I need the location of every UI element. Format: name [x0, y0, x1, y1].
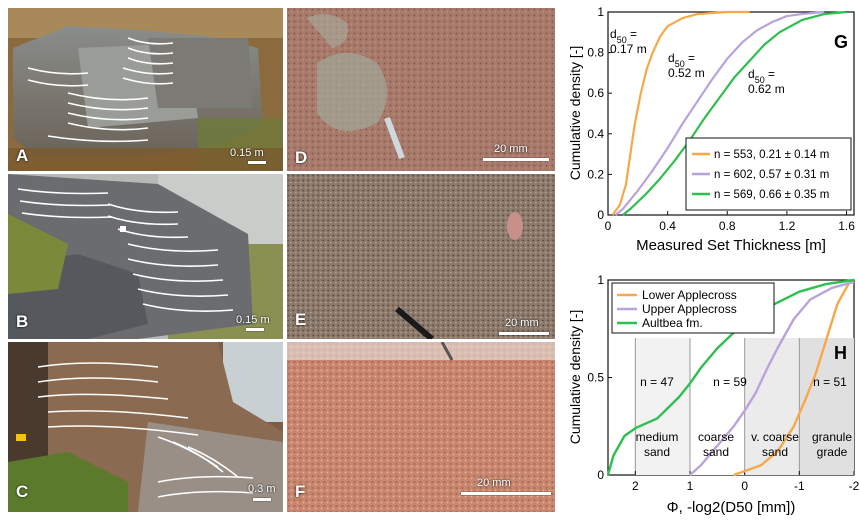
- chart-g-y-tick-label: 0: [597, 208, 604, 222]
- chart-g-series-line-2: [614, 10, 825, 216]
- scale-bar-b: [246, 328, 264, 331]
- scale-label-b: 0.15 m: [236, 314, 270, 326]
- chart-g-panel-label: G: [834, 32, 848, 52]
- scale-label-d: 20 mm: [494, 143, 528, 155]
- zone-vcoarse-line1: v. coarse: [751, 430, 799, 444]
- photo-panel-c: C 0.3 m: [8, 342, 283, 512]
- chart-g-y-tick-label: 0.2: [587, 167, 604, 181]
- zone-coarse-line1: coarse: [698, 430, 734, 444]
- chart-g-x-tick-label: 0: [605, 219, 612, 233]
- annotation-3-subscript: 50: [755, 75, 765, 85]
- scale-label-c: 0.3 m: [248, 483, 276, 495]
- chart-h-x-tick-label: 2: [632, 479, 639, 493]
- chart-h-series-line-3: [606, 278, 855, 476]
- chart-g-x-tick-label: 0.4: [659, 219, 676, 233]
- annotation-1-value: 0.17 m: [610, 42, 647, 56]
- chart-g-y-tick-label: 0.8: [587, 46, 604, 60]
- legend-h-entry-1: Lower Applecross: [642, 288, 737, 302]
- chart-g-series-line-3: [622, 10, 847, 216]
- zone-medium-line1: medium: [636, 430, 679, 444]
- chart-h-x-tick-label: -1: [794, 479, 805, 493]
- photo-panel-a: A 0.15 m: [8, 8, 283, 171]
- scale-bar-a: [248, 161, 266, 164]
- chart-h-series-line-1: [733, 283, 850, 477]
- chart-h-x-axis-label: Φ, -log2(D50 [mm]): [667, 499, 796, 516]
- chart-g-series-line-1: [611, 10, 750, 216]
- chart-h-y-tick-label: 0.5: [587, 371, 604, 385]
- scale-bar-f: [461, 492, 551, 495]
- panel-label-f: F: [295, 482, 306, 501]
- chart-h-x-tick-label: 0: [741, 479, 748, 493]
- scale-label-f: 20 mm: [477, 477, 511, 489]
- zone-coarse-line2: sand: [703, 445, 729, 459]
- chart-g-y-tick-label: 0.6: [587, 86, 604, 100]
- panel-label-c: C: [16, 482, 29, 501]
- zone-count-medium: n = 47: [640, 375, 674, 389]
- chart-g-x-tick-label: 1.2: [779, 219, 796, 233]
- panel-label-b: B: [16, 312, 29, 331]
- annotation-1-subscript: 50: [617, 35, 627, 45]
- chart-h: 2 1 0 -1 -2 0 0.5 1 H Cumulative density [-] Φ,…: [560, 262, 860, 519]
- chart-h-series-line-2: [689, 280, 855, 476]
- panel-label-d: D: [295, 148, 308, 167]
- legend-h-entry-2: Upper Applecross: [642, 302, 737, 316]
- legend-g-entry-2: n = 602, 0.57 ± 0.31 m: [714, 169, 829, 181]
- annotation-3-value: 0.62 m: [748, 82, 785, 96]
- scale-label-e: 20 mm: [505, 317, 539, 329]
- photo-panel-d: D 20 mm: [287, 8, 555, 171]
- zone-count-coarse: n = 59: [713, 375, 747, 389]
- legend-g-entry-1: n = 553, 0.21 ± 0.14 m: [714, 149, 829, 161]
- chart-g-x-tick-label: 0.8: [719, 219, 736, 233]
- annotation-2-value: 0.52 m: [668, 66, 705, 80]
- chart-h-legend: Lower Applecross Upper Applecross Aultbe…: [611, 282, 775, 334]
- panel-label-a: A: [16, 146, 29, 165]
- chart-g-legend: n = 553, 0.21 ± 0.14 m n = 602, 0.57 ± 0…: [685, 137, 852, 211]
- photo-panel-b: B 0.15 m: [8, 174, 283, 339]
- zone-granule-line1: granule: [812, 430, 852, 444]
- chart-g-y-axis-label: Cumulative density [-]: [567, 46, 583, 181]
- scale-bar-e: [499, 332, 549, 335]
- chart-h-panel-label: H: [834, 343, 847, 363]
- chart-h-x-tick-label: 1: [687, 479, 694, 493]
- chart-g-x-tick-label: 1.6: [838, 219, 855, 233]
- zone-vcoarse-line2: sand: [762, 445, 788, 459]
- photo-panel-e: E 20 mm: [287, 174, 555, 339]
- scale-label-a: 0.15 m: [230, 147, 264, 159]
- panel-label-e: E: [295, 310, 307, 329]
- zone-granule-line2: grade: [817, 445, 848, 459]
- chart-g-y-tick-label: 0.4: [587, 127, 604, 141]
- grain-size-zone-2: [690, 338, 745, 475]
- grain-size-zone-4: [799, 338, 854, 475]
- zone-medium-line2: sand: [644, 445, 670, 459]
- photo-panel-f: F 20 mm: [287, 342, 555, 512]
- legend-g-entry-3: n = 569, 0.66 ± 0.35 m: [714, 189, 829, 201]
- chart-h-y-axis-label: Cumulative density [-]: [567, 310, 583, 445]
- chart-h-x-tick-label: -2: [849, 479, 860, 493]
- zone-count-granule: n = 51: [813, 375, 847, 389]
- annotation-2-subscript: 50: [675, 59, 685, 69]
- chart-h-y-tick-label: 0: [597, 468, 604, 482]
- chart-h-y-tick-label: 1: [597, 273, 604, 287]
- grain-size-zone-1: [635, 338, 690, 475]
- legend-h-entry-3: Aultbea fm.: [642, 316, 703, 330]
- chart-g: 0 0.4 0.8 1.2 1.6 0 0.2 0.4 0.6 0.8 1 G Cumulative…: [560, 0, 860, 260]
- chart-g-x-axis-label: Measured Set Thickness [m]: [636, 237, 826, 254]
- chart-g-y-tick-label: 1: [597, 5, 604, 19]
- scale-bar-d: [483, 158, 549, 161]
- scale-bar-c: [253, 498, 271, 501]
